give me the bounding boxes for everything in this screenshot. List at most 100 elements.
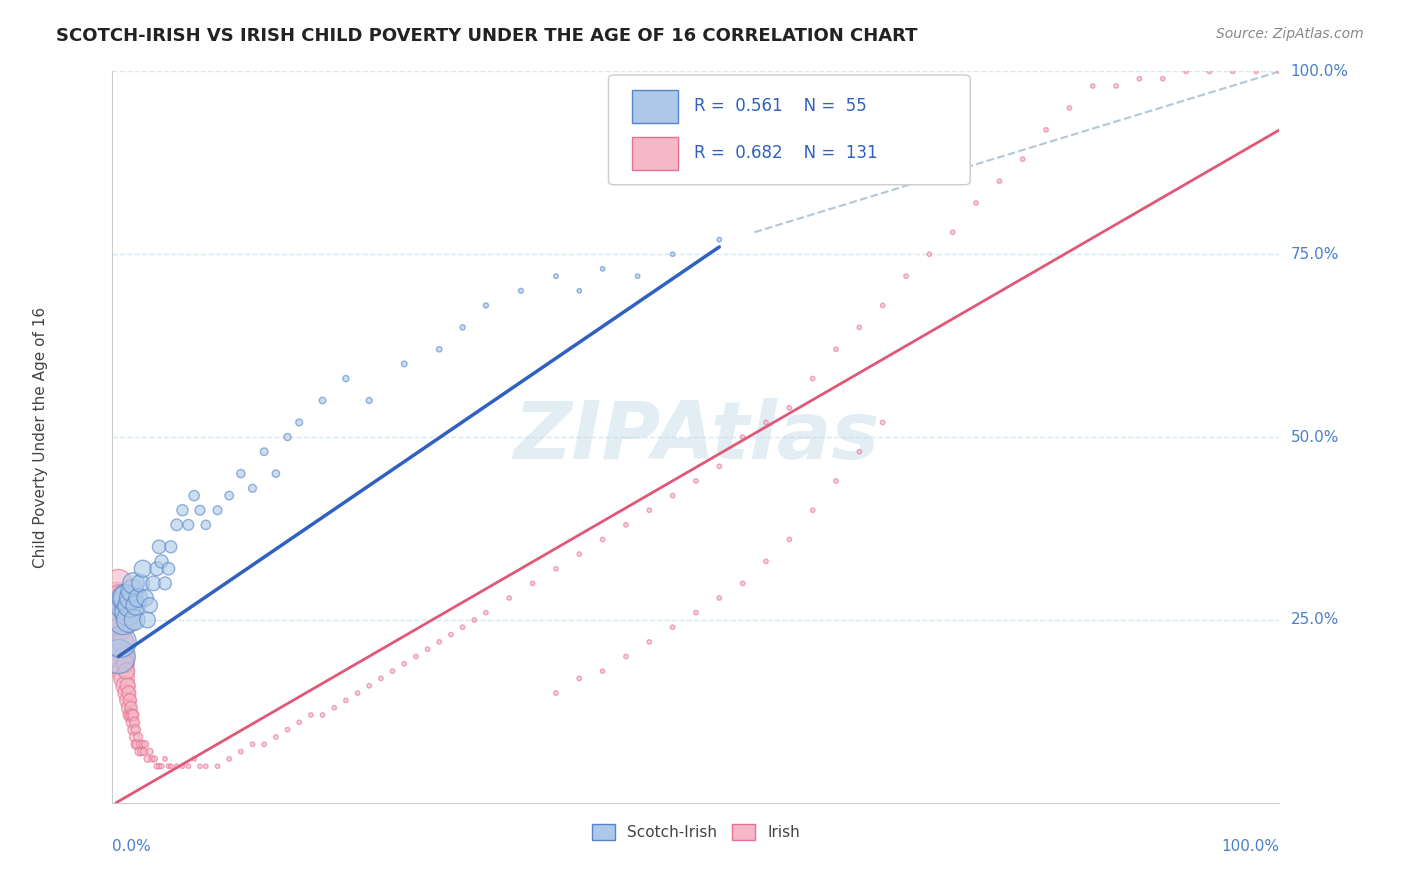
Point xyxy=(157,759,180,773)
Point xyxy=(942,225,965,239)
Point xyxy=(139,599,162,613)
Point xyxy=(188,759,211,773)
Point xyxy=(114,657,136,671)
Point xyxy=(370,672,392,686)
Point xyxy=(150,759,173,773)
Point xyxy=(253,737,276,751)
Point xyxy=(592,533,614,547)
Point xyxy=(661,247,683,261)
Point xyxy=(153,752,176,766)
Point xyxy=(299,708,322,723)
Point xyxy=(125,599,148,613)
Point xyxy=(132,745,155,759)
Text: 0.0%: 0.0% xyxy=(112,839,152,855)
Point xyxy=(709,459,731,474)
Point xyxy=(115,664,138,678)
Point xyxy=(122,723,145,737)
Point xyxy=(194,759,217,773)
Point xyxy=(661,620,683,634)
Point xyxy=(194,517,217,532)
Point xyxy=(172,503,194,517)
Point xyxy=(136,613,159,627)
Point xyxy=(111,620,134,634)
Point xyxy=(1175,64,1198,78)
Point xyxy=(131,745,153,759)
Point xyxy=(111,657,134,671)
Point xyxy=(160,540,183,554)
Point xyxy=(115,686,138,700)
Point xyxy=(475,298,498,312)
Text: ZIPAtlas: ZIPAtlas xyxy=(513,398,879,476)
Point xyxy=(172,759,194,773)
Point xyxy=(755,416,778,430)
Point xyxy=(731,576,754,591)
Point xyxy=(568,672,591,686)
Point xyxy=(118,613,141,627)
Point xyxy=(242,481,264,495)
Point xyxy=(188,503,211,517)
Text: Source: ZipAtlas.com: Source: ZipAtlas.com xyxy=(1216,27,1364,41)
Point xyxy=(229,467,252,481)
Point xyxy=(394,357,416,371)
Point xyxy=(709,233,731,247)
Point xyxy=(127,591,149,605)
Point xyxy=(311,393,333,408)
Point xyxy=(475,606,498,620)
Point xyxy=(124,613,146,627)
Point xyxy=(129,576,152,591)
Text: 100.0%: 100.0% xyxy=(1222,839,1279,855)
Point xyxy=(872,298,894,312)
Point xyxy=(110,649,132,664)
Point xyxy=(120,700,142,714)
Point xyxy=(685,474,707,488)
Point xyxy=(148,540,170,554)
Point xyxy=(1198,64,1220,78)
Point xyxy=(118,599,141,613)
Point xyxy=(638,635,661,649)
Point xyxy=(114,591,136,605)
Point xyxy=(264,467,287,481)
Point xyxy=(128,745,150,759)
Point xyxy=(141,752,163,766)
Point xyxy=(177,517,200,532)
Point xyxy=(121,708,143,723)
Point xyxy=(111,664,134,678)
Text: R =  0.682    N =  131: R = 0.682 N = 131 xyxy=(693,145,877,162)
Point xyxy=(146,562,169,576)
Point xyxy=(120,708,142,723)
Point xyxy=(107,576,129,591)
Point xyxy=(335,371,357,385)
Point xyxy=(405,649,427,664)
Point xyxy=(1244,64,1267,78)
Point xyxy=(118,700,141,714)
Point xyxy=(132,562,155,576)
Point xyxy=(614,649,637,664)
Point xyxy=(218,489,240,503)
Point xyxy=(335,693,357,707)
Point xyxy=(825,474,848,488)
Point xyxy=(148,759,170,773)
Point xyxy=(112,649,135,664)
Point xyxy=(139,745,162,759)
Point xyxy=(544,562,567,576)
Point xyxy=(125,737,148,751)
Point xyxy=(323,700,346,714)
Point xyxy=(544,269,567,284)
Point xyxy=(1268,64,1291,78)
Point xyxy=(872,416,894,430)
Point xyxy=(965,196,987,211)
Point xyxy=(463,613,485,627)
Point xyxy=(346,686,368,700)
Point xyxy=(264,730,287,744)
Point xyxy=(117,606,139,620)
Point xyxy=(111,613,134,627)
Point xyxy=(276,430,298,444)
Point xyxy=(381,664,404,678)
Point xyxy=(207,503,229,517)
Text: Child Poverty Under the Age of 16: Child Poverty Under the Age of 16 xyxy=(34,307,48,567)
Point xyxy=(359,679,381,693)
Point xyxy=(117,679,139,693)
Point xyxy=(118,708,141,723)
Point xyxy=(104,591,127,605)
Point xyxy=(778,533,800,547)
